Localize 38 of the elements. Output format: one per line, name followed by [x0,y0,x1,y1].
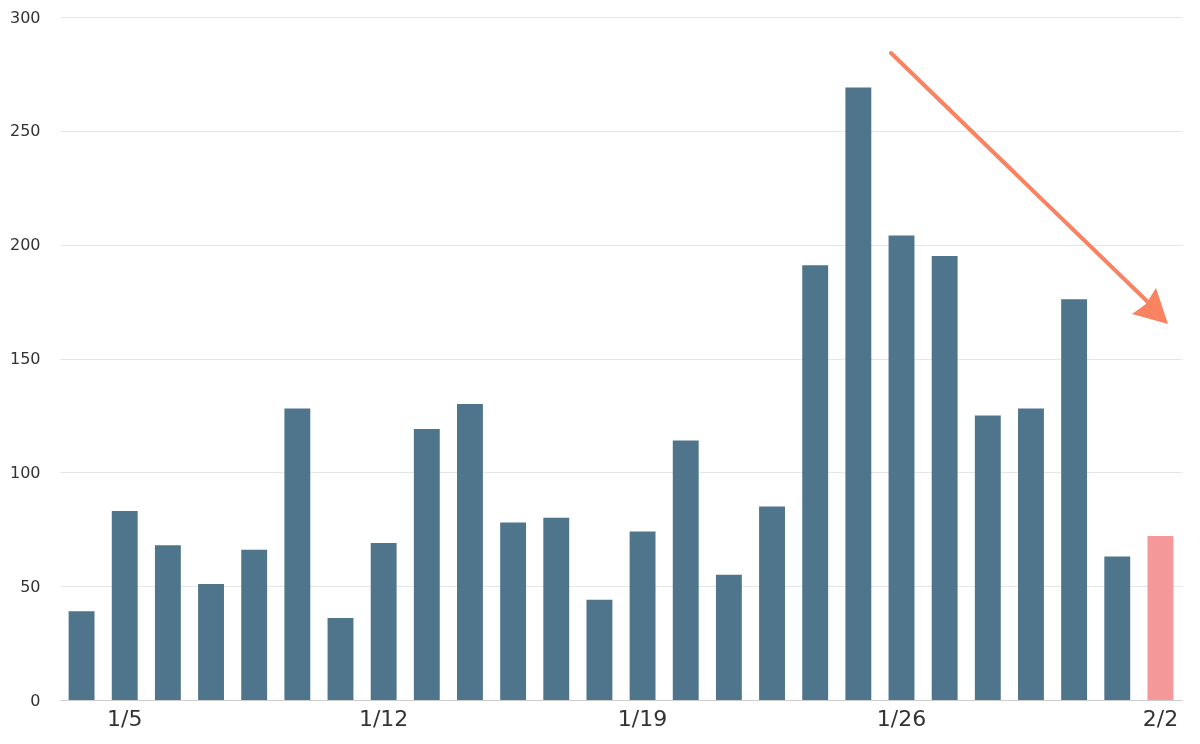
bar [1061,299,1088,700]
bar [586,599,613,700]
bar [413,429,440,700]
bar [974,415,1001,700]
x-tick-label: 1/5 [107,705,143,731]
x-tick-label: 1/19 [617,705,668,731]
x-tick-label: 1/12 [358,705,409,731]
y-tick-label: 300 [9,7,41,27]
bar [154,545,181,700]
bar [672,440,699,700]
y-tick-label: 50 [20,576,41,596]
y-tick-label: 100 [9,462,41,482]
bar [198,583,224,700]
x-tick-label: 1/26 [876,705,927,731]
y-tick-label: 150 [9,349,41,368]
bar [1104,556,1131,700]
bar [1018,408,1044,700]
bar [370,542,397,700]
bar [1147,536,1174,700]
bar [802,265,829,700]
bar [327,618,354,700]
bar [931,256,958,700]
bar [888,235,915,700]
bar [543,517,570,700]
y-tick-label: 250 [9,121,41,141]
bar [68,611,95,700]
bar [241,549,268,700]
bar [629,531,656,700]
x-tick-label: 2/2 [1142,705,1179,731]
bar [500,522,527,700]
bar [715,574,742,700]
y-tick-label: 0 [30,690,41,710]
bar [111,511,138,700]
bar [284,408,311,700]
bar [759,506,785,700]
y-tick-label: 200 [9,235,41,255]
bar [845,87,872,700]
bar [457,404,483,700]
